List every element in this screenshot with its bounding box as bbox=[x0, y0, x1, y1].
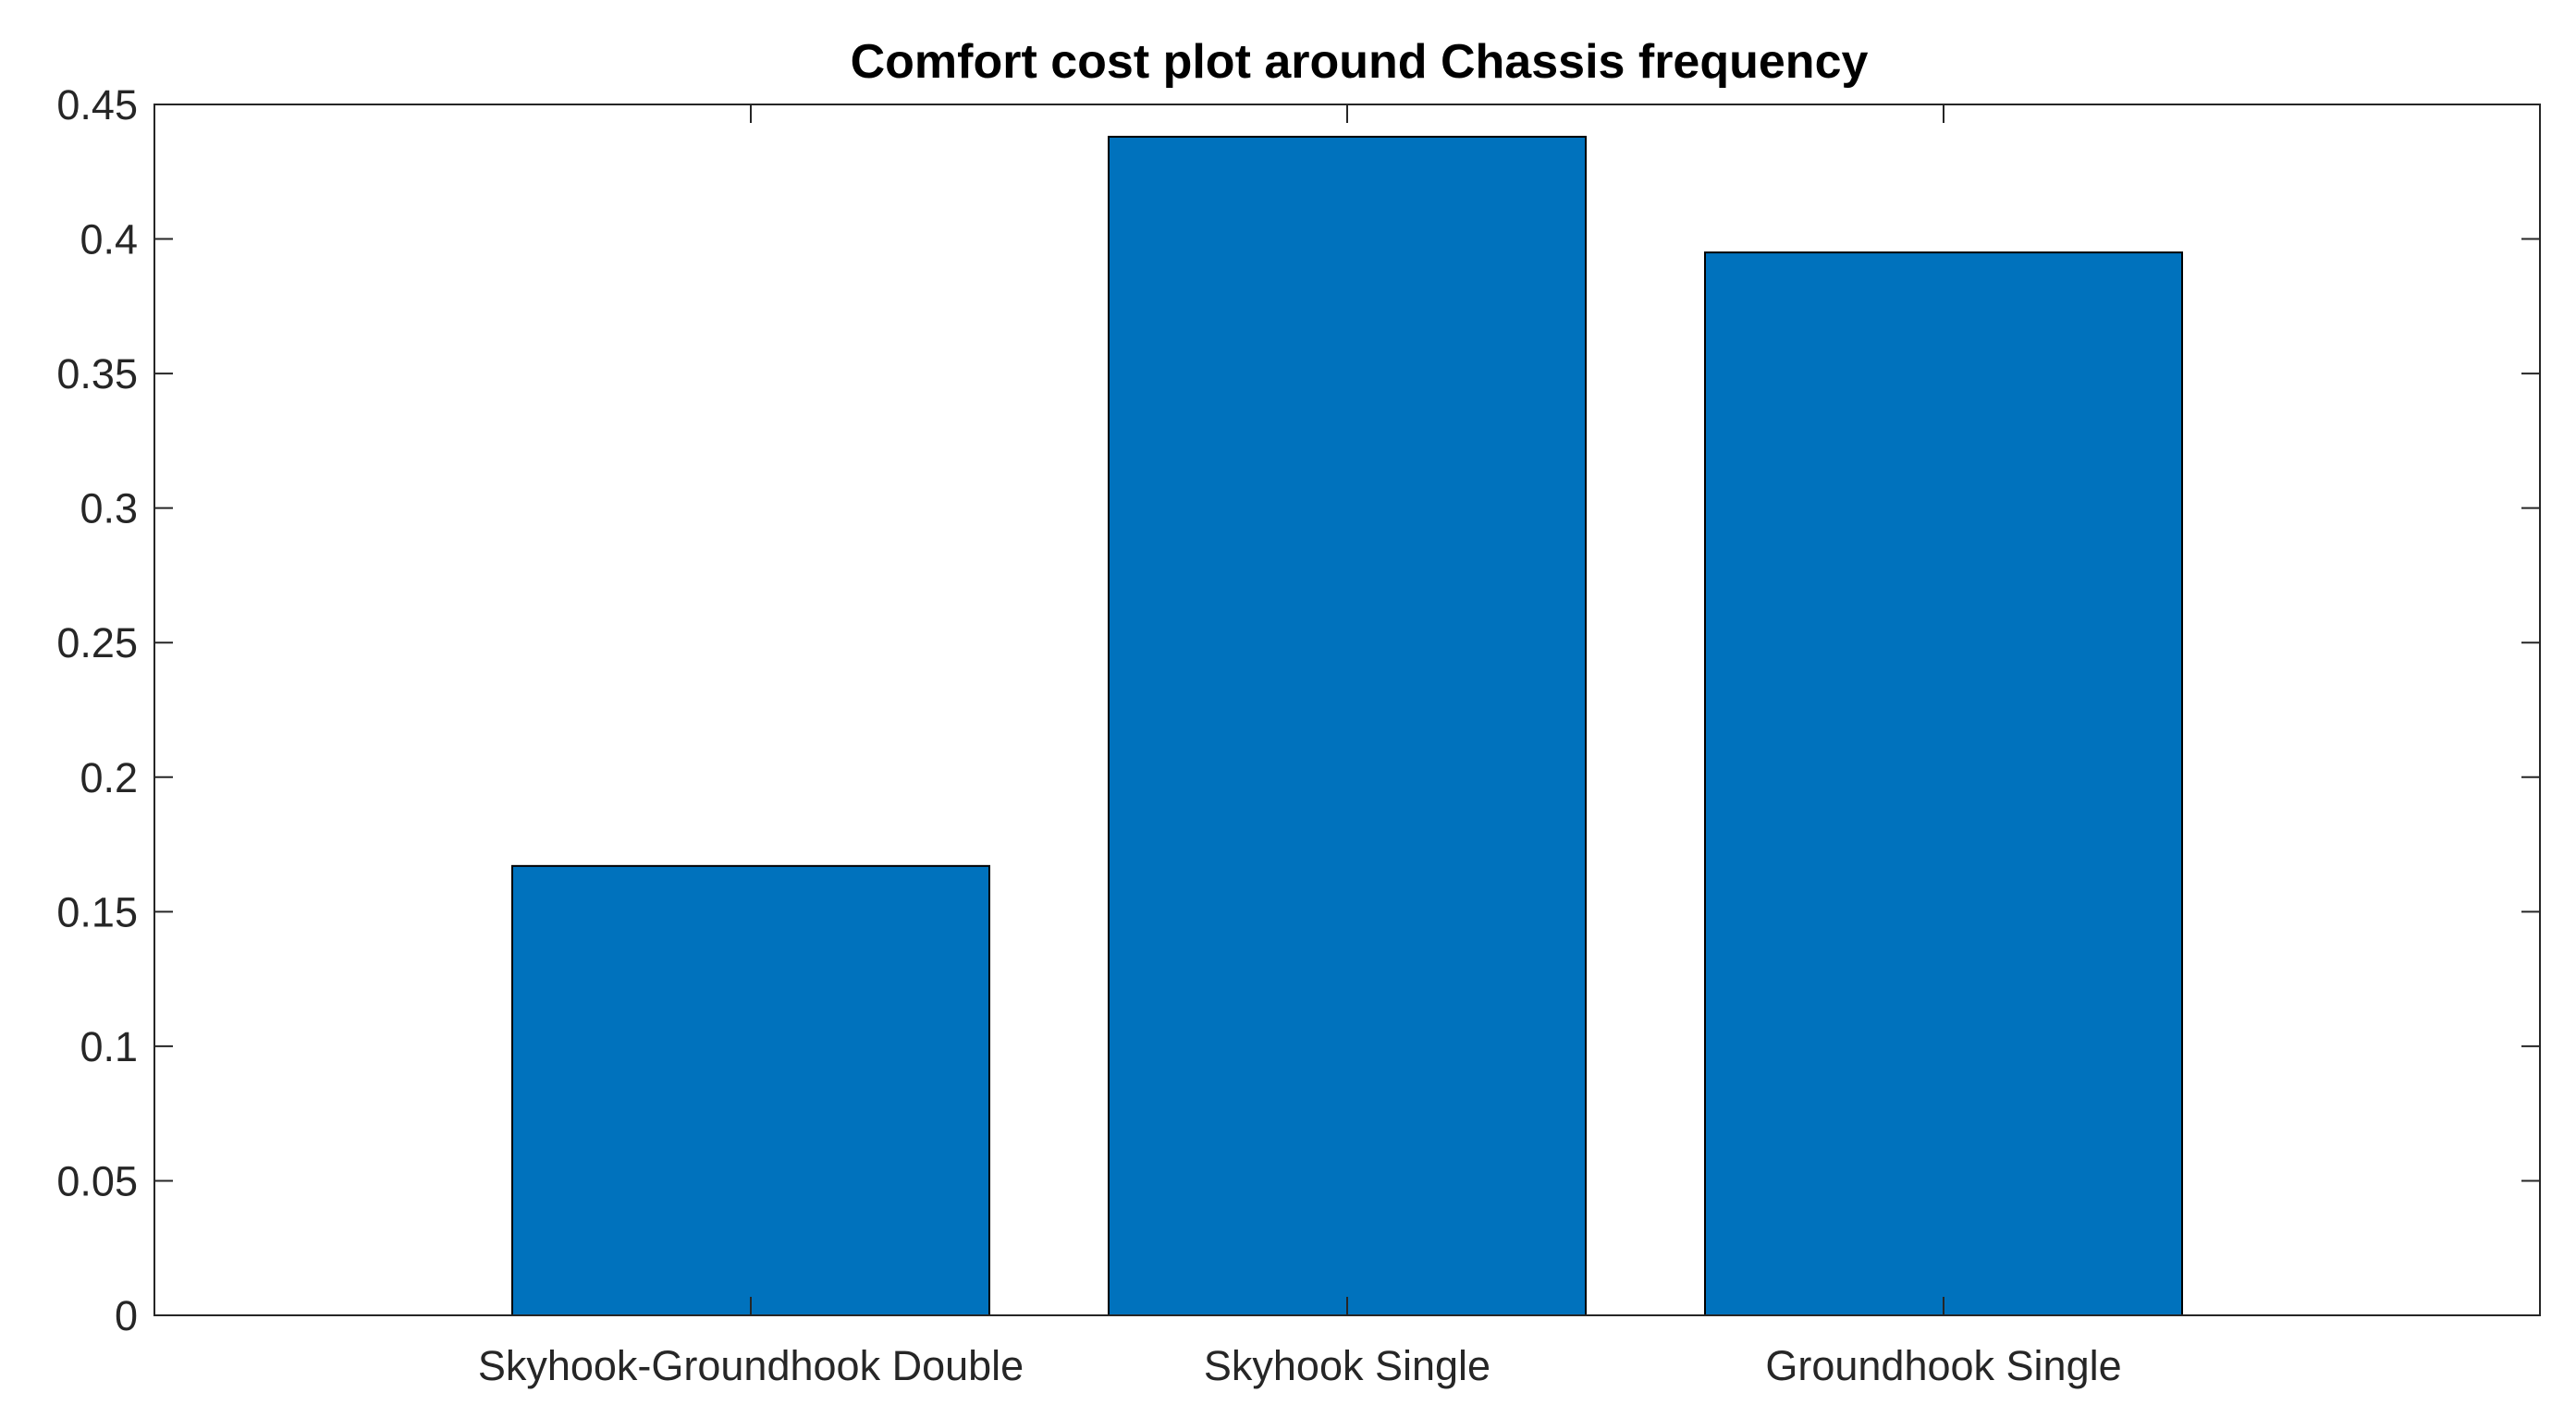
y-tick-label: 0.1 bbox=[80, 1023, 138, 1070]
y-tick-label: 0.3 bbox=[80, 485, 138, 532]
y-tick-label: 0.4 bbox=[80, 216, 138, 263]
bar-1 bbox=[511, 864, 990, 1316]
x-category-label: Skyhook-Groundhook Double bbox=[478, 1342, 1024, 1389]
x-category-label: Groundhook Single bbox=[1765, 1342, 2121, 1389]
y-tick-label: 0 bbox=[115, 1292, 138, 1339]
y-tick-label: 0.45 bbox=[56, 81, 138, 128]
y-tick-label: 0.2 bbox=[80, 754, 138, 801]
y-tick-label: 0.05 bbox=[56, 1157, 138, 1204]
chart-title: Comfort cost plot around Chassis frequen… bbox=[851, 35, 1869, 89]
x-category-label: Skyhook Single bbox=[1204, 1342, 1490, 1389]
bar-2 bbox=[1108, 135, 1587, 1316]
y-tick-label: 0.15 bbox=[56, 888, 138, 935]
y-tick-label: 0.35 bbox=[56, 350, 138, 397]
bar-3 bbox=[1704, 251, 2183, 1317]
plot-area: 0 0.05 0.1 0.15 0.2 0.25 0.3 0.35 0.4 0.45 Skyhook… bbox=[56, 81, 2541, 1389]
y-tick-label: 0.25 bbox=[56, 619, 138, 666]
